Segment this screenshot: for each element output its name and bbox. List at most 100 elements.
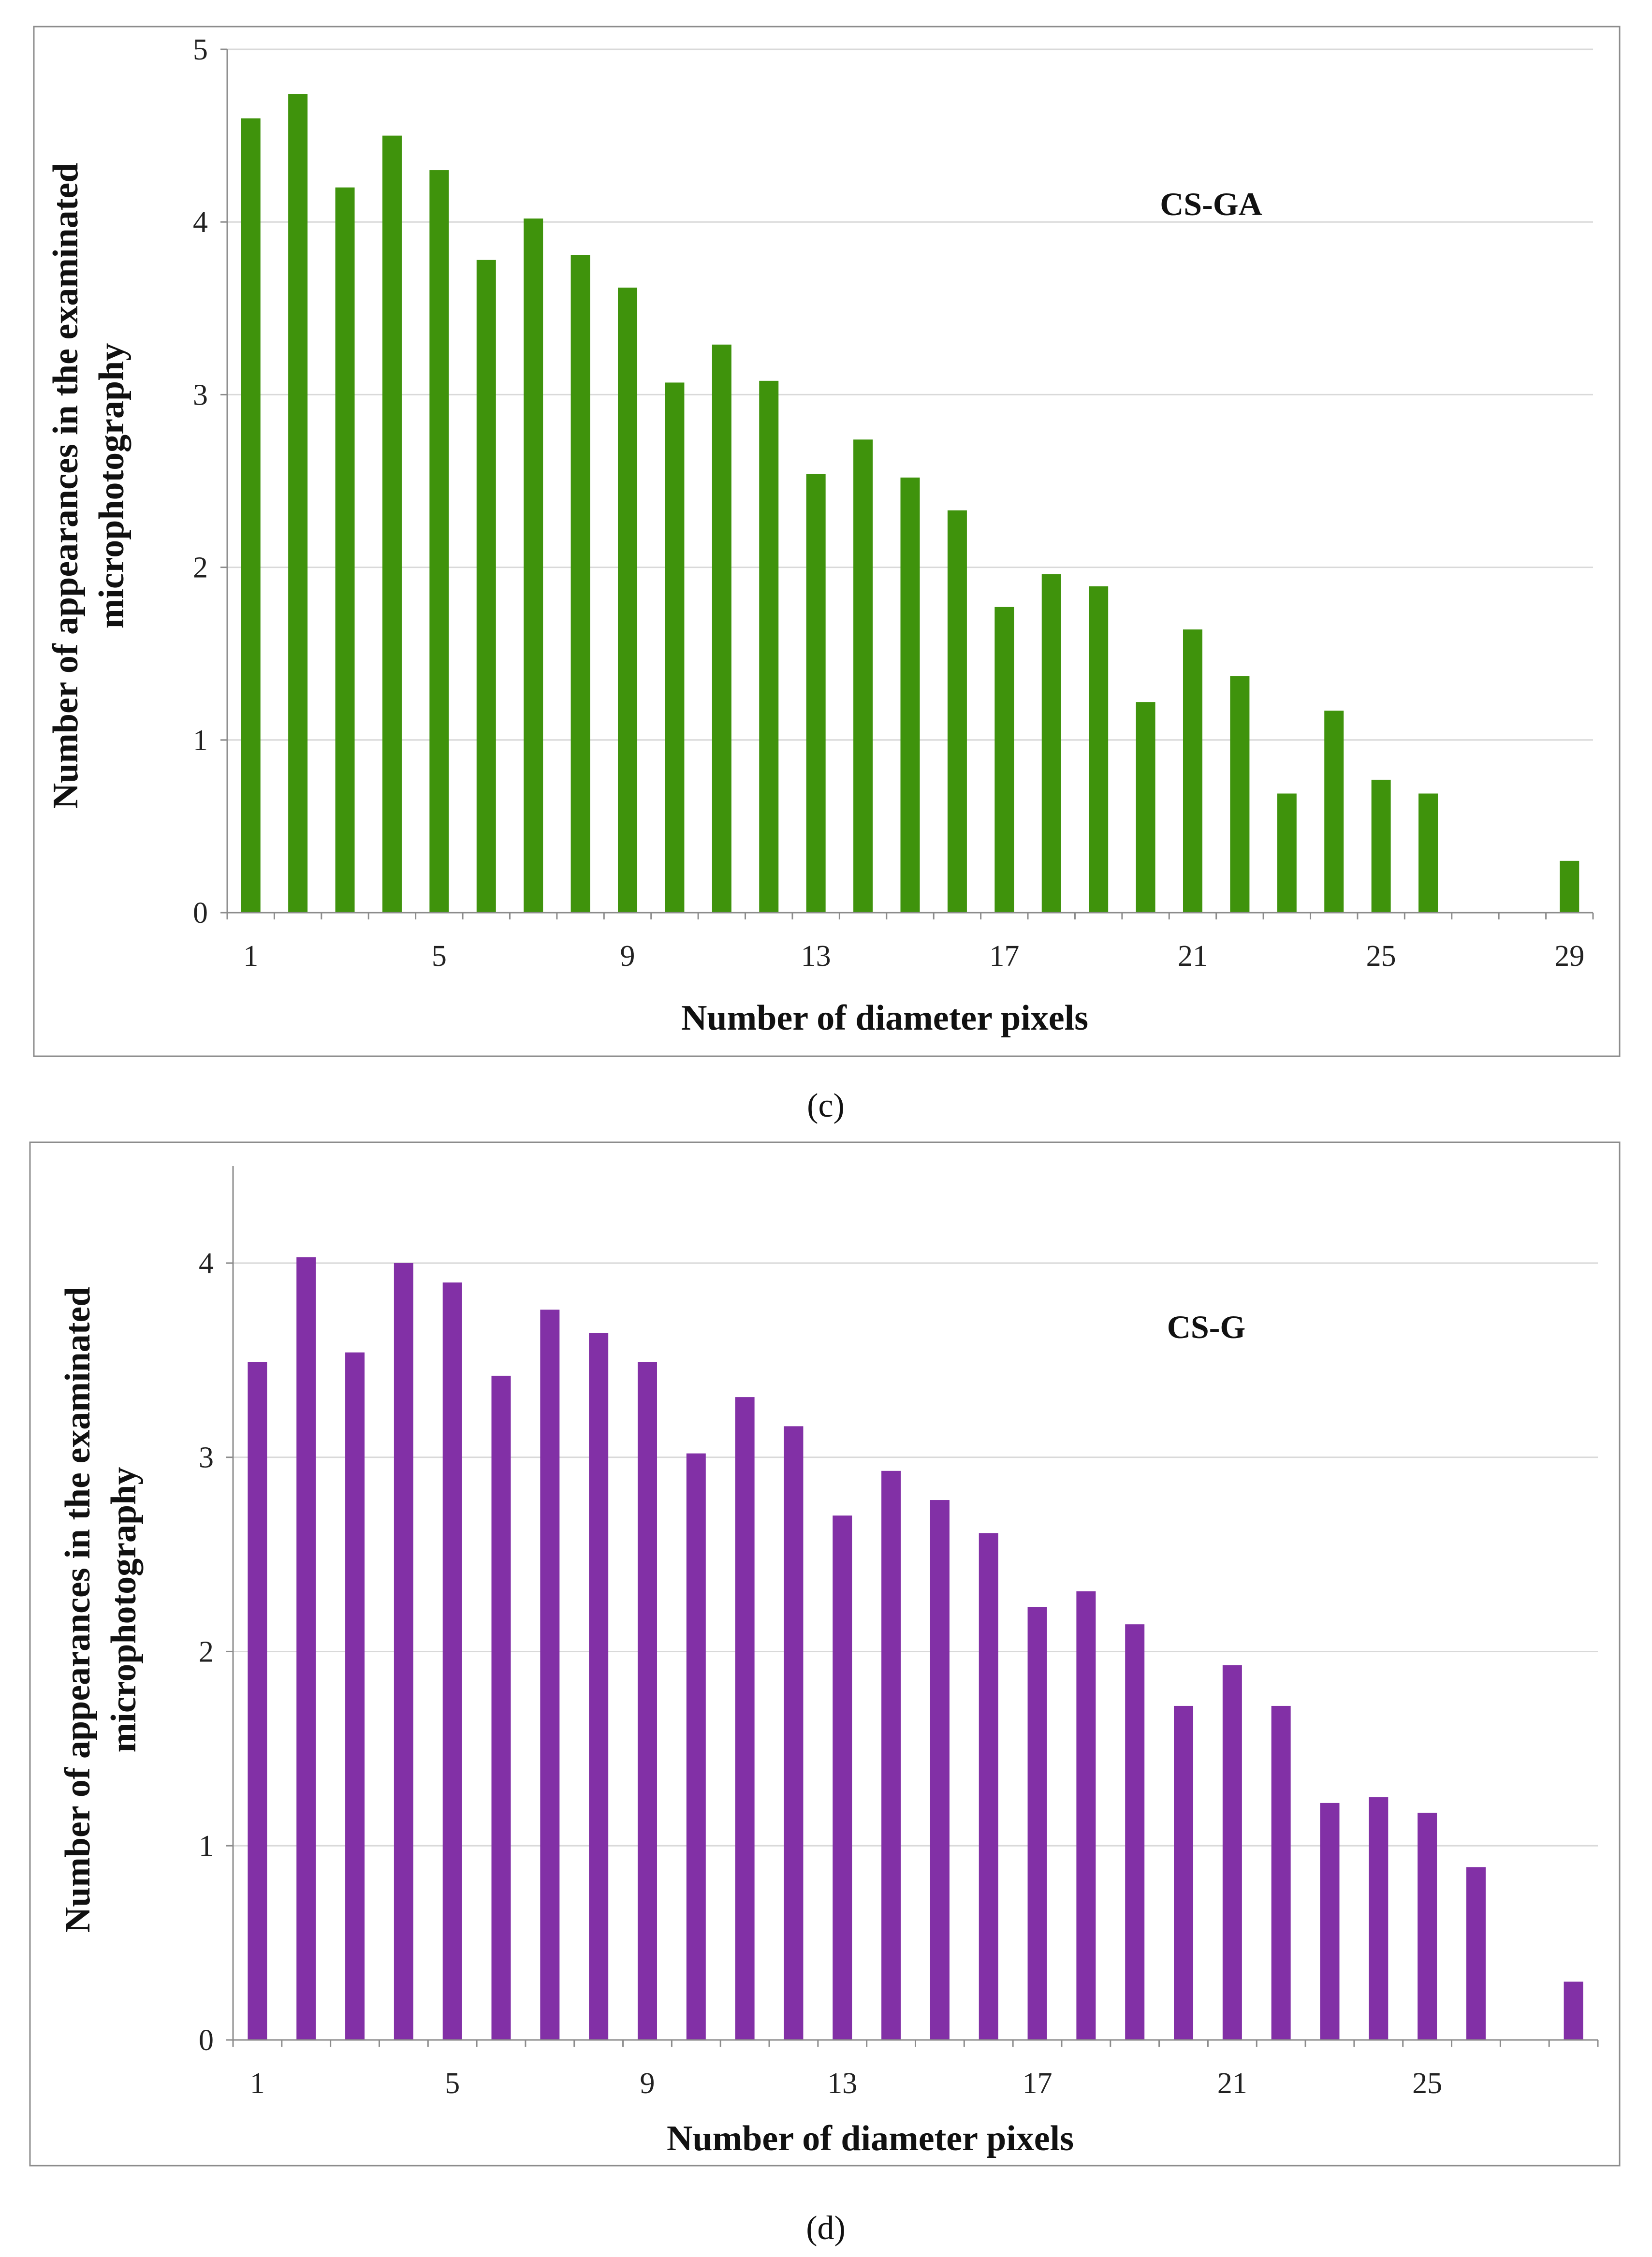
bar-6: [476, 260, 496, 913]
y-tick-label: 0: [199, 2024, 214, 2057]
bar-19: [1089, 586, 1109, 913]
x-tick-labels: 1 5 9 13 17 21 25: [232, 2040, 1599, 2100]
bar-22: [1271, 1705, 1291, 2040]
bar-13: [806, 474, 826, 913]
panel-caption-c: (c): [807, 1087, 845, 1124]
bar-15: [900, 477, 920, 913]
y-tick-label: 4: [193, 206, 208, 239]
x-tick-label: 1: [250, 2067, 265, 2100]
bar-6: [491, 1375, 511, 2040]
bar-25: [1371, 779, 1391, 913]
y-tick-label: 2: [199, 1635, 214, 1668]
series-label: CS-G: [1167, 1309, 1245, 1345]
bar-9: [637, 1362, 657, 2040]
x-tick-label: 25: [1366, 940, 1396, 973]
bar-23: [1277, 793, 1297, 913]
bar-28: [1564, 1981, 1583, 2040]
y-tick-label: 2: [193, 552, 208, 584]
bar-2: [288, 94, 308, 913]
x-tick-label: 5: [432, 940, 447, 973]
y-tick-label: 0: [193, 897, 208, 930]
y-tick-label: 1: [199, 1830, 214, 1863]
bar-1: [241, 118, 261, 913]
bar-20: [1136, 702, 1155, 913]
y-tick-label: 1: [193, 724, 208, 757]
bar-16: [947, 510, 967, 913]
y-tick-labels: 0 1 2 3 4 5: [193, 33, 227, 930]
bars: [241, 94, 1579, 913]
y-axis-title-line-2: microphotography: [104, 1467, 144, 1753]
bar-29: [1560, 860, 1579, 913]
bar-17: [994, 607, 1014, 913]
y-tick-label: 4: [199, 1247, 214, 1280]
bar-2: [296, 1257, 316, 2040]
chart-panel-d: 0 1 2 3 4 1 5 9 13 17 21 25 CS-G Number of diamete…: [29, 1141, 1621, 2167]
y-axis-title-line-1: Number of appearances in the examinated: [58, 1287, 98, 1933]
bar-8: [570, 255, 590, 913]
x-tick-label: 13: [827, 2067, 857, 2100]
bar-17: [1027, 1607, 1047, 2040]
y-tick-label: 3: [193, 379, 208, 411]
x-tick-label: 9: [620, 940, 635, 973]
bar-10: [665, 382, 685, 913]
chart-panel-c: 0 1 2 3 4 5 1 5 9 13 17 21 25 29 CS-GA Number of dia…: [33, 26, 1621, 1057]
bar-5: [429, 170, 449, 913]
bar-8: [589, 1333, 609, 2040]
x-tick-label: 29: [1554, 940, 1584, 973]
bar-24: [1369, 1797, 1389, 2040]
bar-10: [686, 1453, 706, 2040]
x-tick-label: 13: [801, 940, 831, 973]
x-tick-label: 9: [640, 2067, 655, 2100]
panel-caption-d: (d): [806, 2210, 846, 2247]
bar-22: [1230, 676, 1250, 913]
bar-23: [1320, 1803, 1340, 2040]
y-axis-title-line-1: Number of appearances in the examinated: [46, 163, 86, 809]
x-tick-label: 1: [243, 940, 258, 973]
bar-21: [1222, 1665, 1242, 2040]
x-tick-label: 5: [445, 2067, 460, 2100]
bar-1: [248, 1362, 267, 2040]
y-axis-title: Number of appearances in the examinated …: [46, 163, 132, 809]
bar-14: [853, 439, 873, 913]
bar-7: [540, 1310, 560, 2040]
y-axis-title: Number of appearances in the examinated …: [58, 1287, 144, 1933]
bar-11: [735, 1397, 755, 2040]
bar-15: [930, 1500, 950, 2040]
y-axis-title-line-2: microphotography: [92, 343, 132, 629]
y-tick-label: 3: [199, 1442, 214, 1474]
bar-5: [442, 1282, 462, 2040]
x-tick-label: 17: [989, 940, 1019, 973]
bar-20: [1174, 1705, 1194, 2040]
bar-26: [1466, 1867, 1486, 2040]
bar-3: [335, 187, 355, 913]
bar-26: [1418, 793, 1438, 913]
x-tick-label: 25: [1412, 2067, 1442, 2100]
bar-7: [524, 218, 543, 913]
x-axis-title: Number of diameter pixels: [667, 2119, 1074, 2158]
bar-3: [345, 1352, 365, 2040]
bar-11: [712, 344, 731, 913]
bar-12: [759, 380, 779, 913]
bar-25: [1418, 1812, 1437, 2040]
bar-9: [618, 287, 638, 913]
y-tick-labels: 0 1 2 3 4: [199, 1247, 233, 2057]
bar-21: [1183, 629, 1202, 913]
bar-16: [979, 1533, 998, 2040]
bar-18: [1076, 1591, 1096, 2040]
x-tick-label: 21: [1217, 2067, 1247, 2100]
bars: [248, 1257, 1583, 2040]
bar-19: [1125, 1624, 1145, 2040]
x-tick-labels: 1 5 9 13 17 21 25 29: [226, 913, 1594, 973]
bar-13: [833, 1515, 852, 2040]
bar-18: [1041, 574, 1061, 913]
bar-24: [1324, 711, 1344, 913]
y-tick-label: 5: [193, 33, 208, 66]
bar-14: [881, 1471, 901, 2040]
bar-4: [394, 1263, 413, 2040]
bar-12: [784, 1426, 804, 2040]
bar-4: [382, 135, 402, 913]
x-axis-title: Number of diameter pixels: [681, 998, 1088, 1038]
series-label: CS-GA: [1160, 186, 1262, 222]
chart-border: [29, 1141, 1621, 2167]
